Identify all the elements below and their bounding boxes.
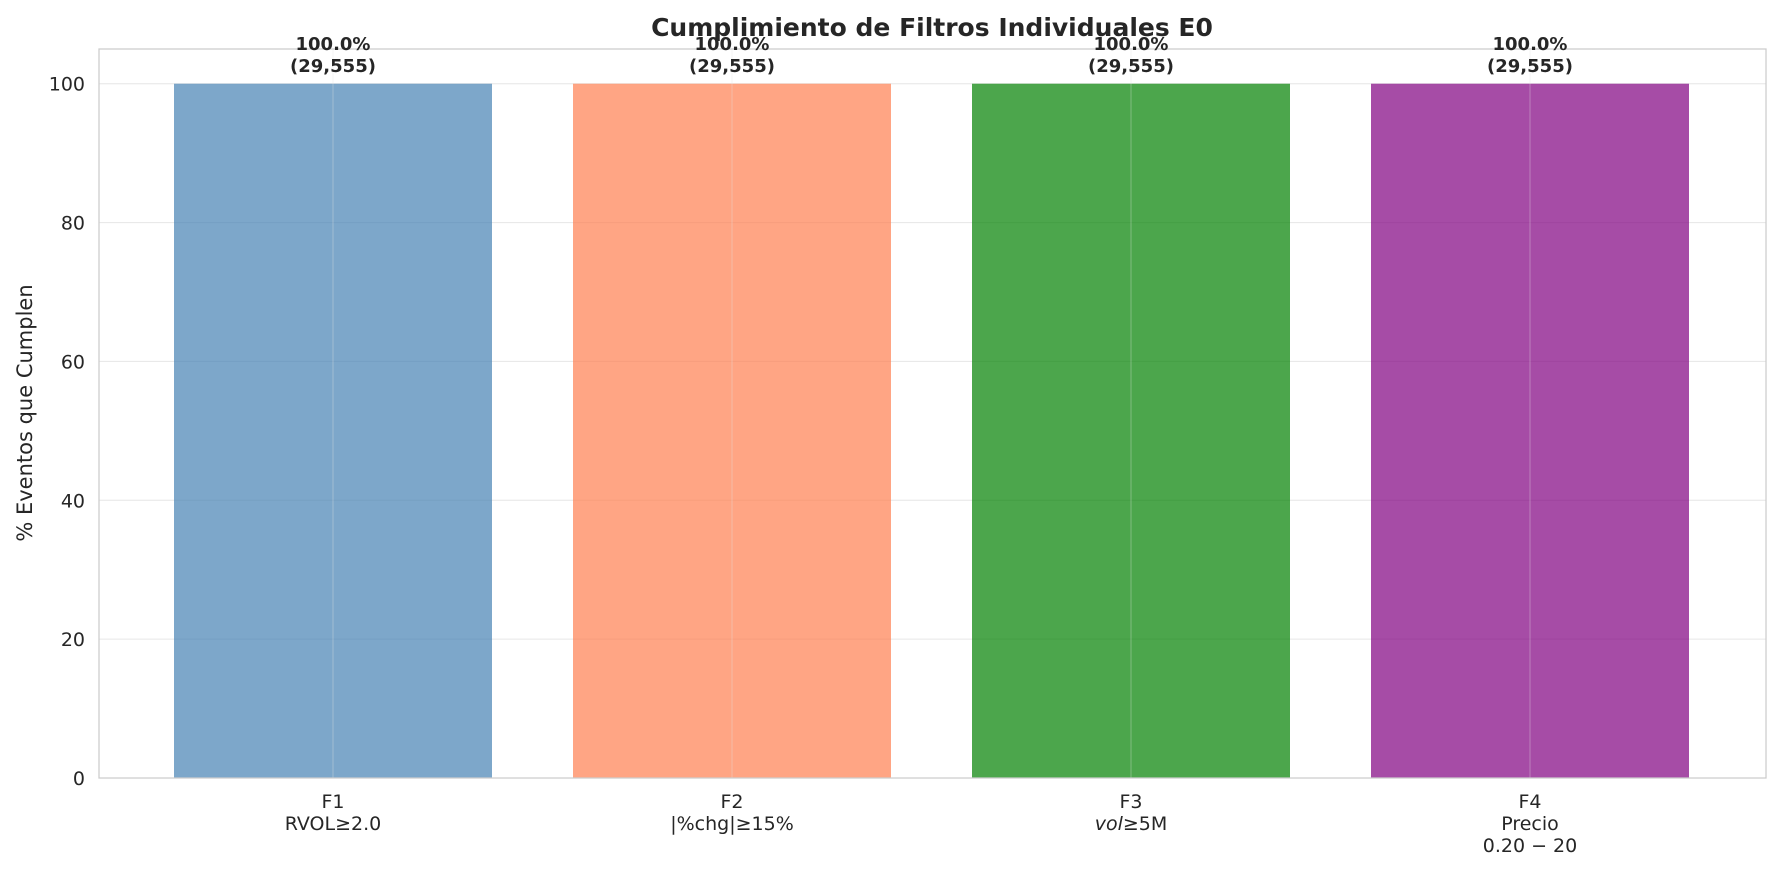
- x-tick-label: Precio: [1501, 813, 1559, 835]
- bar-value-label: (29,555): [689, 56, 775, 77]
- bar-value-label: (29,555): [290, 56, 376, 77]
- y-tick-label: 40: [61, 490, 85, 512]
- bars: [174, 49, 1689, 778]
- x-tick-label: F1: [321, 791, 344, 813]
- bar: [1371, 83, 1689, 778]
- bar-value-label: (29,555): [1088, 56, 1174, 77]
- y-tick-labels: 0 20 40 60 80 100: [49, 74, 85, 790]
- bar-value-label: 100.0%: [296, 34, 371, 55]
- y-tick-label: 20: [61, 629, 85, 651]
- x-tick-label: RVOL≥2.0: [285, 813, 382, 835]
- bar-value-label: 100.0%: [1094, 34, 1169, 55]
- plot-frame: [98, 48, 1767, 779]
- bar: [573, 83, 891, 778]
- y-tick-label: 80: [61, 213, 85, 235]
- y-tick-label: 100: [49, 74, 85, 96]
- y-tick-label: 0: [73, 768, 85, 790]
- bar-value-label: (29,555): [1487, 56, 1573, 77]
- chart-title: Cumplimiento de Filtros Individuales E0: [651, 13, 1213, 42]
- x-tick-label: |%chg|≥15%: [670, 813, 794, 835]
- x-tick-label: F3: [1119, 791, 1142, 813]
- bar: [972, 83, 1290, 778]
- x-tick-label: F4: [1518, 791, 1541, 813]
- y-tick-label: 60: [61, 351, 85, 373]
- bar-value-label: 100.0%: [1493, 34, 1568, 55]
- x-tick-label: F2: [720, 791, 743, 813]
- bar-value-labels: 100.0%(29,555)100.0%(29,555)100.0%(29,55…: [290, 34, 1573, 77]
- bar: [174, 83, 492, 778]
- x-tick-label: 0.20 − 20: [1483, 835, 1577, 857]
- x-tick-label: vol≥5M: [1095, 813, 1168, 835]
- bar-value-label: 100.0%: [695, 34, 770, 55]
- y-axis-label: % Eventos que Cumplen: [13, 284, 37, 541]
